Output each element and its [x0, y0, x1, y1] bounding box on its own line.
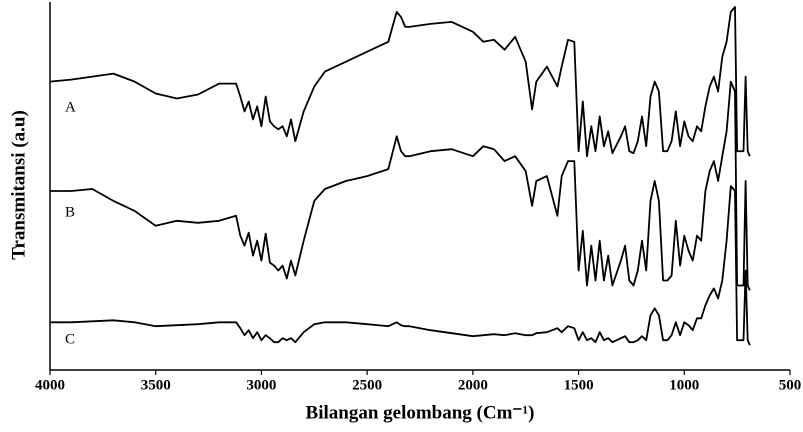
x-tick-label: 2000	[458, 377, 488, 393]
series-label: C	[65, 331, 75, 347]
x-tick-label: 3500	[141, 377, 171, 393]
x-tick-label: 1000	[669, 377, 699, 393]
x-tick-label: 500	[779, 377, 802, 393]
series-label: A	[65, 99, 76, 115]
spectrum-line	[50, 80, 751, 291]
x-axis-label: Bilangan gelombang (Cm⁻¹)	[306, 402, 535, 423]
spectrum-line	[49, 6, 751, 158]
x-tick-label: 3000	[246, 377, 276, 393]
spectrum-line	[50, 185, 751, 346]
series-label: B	[65, 204, 75, 220]
x-tick-label: 2500	[352, 377, 382, 393]
x-tick-label: 4000	[35, 377, 65, 393]
x-tick-label: 1500	[564, 377, 594, 393]
y-axis-label: Transmitansi (a.u)	[8, 110, 29, 260]
